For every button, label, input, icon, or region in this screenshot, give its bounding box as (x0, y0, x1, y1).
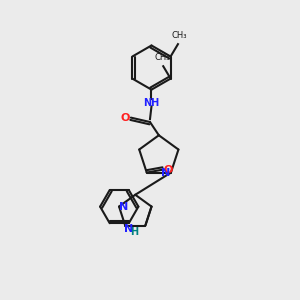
Text: N: N (119, 202, 128, 212)
Text: CH₃: CH₃ (154, 53, 170, 62)
Text: H: H (130, 227, 139, 237)
Text: N: N (161, 168, 170, 178)
Text: CH₃: CH₃ (171, 31, 187, 40)
Text: O: O (121, 112, 130, 123)
Text: NH: NH (143, 98, 160, 108)
Text: N: N (124, 224, 134, 234)
Text: O: O (164, 165, 173, 175)
